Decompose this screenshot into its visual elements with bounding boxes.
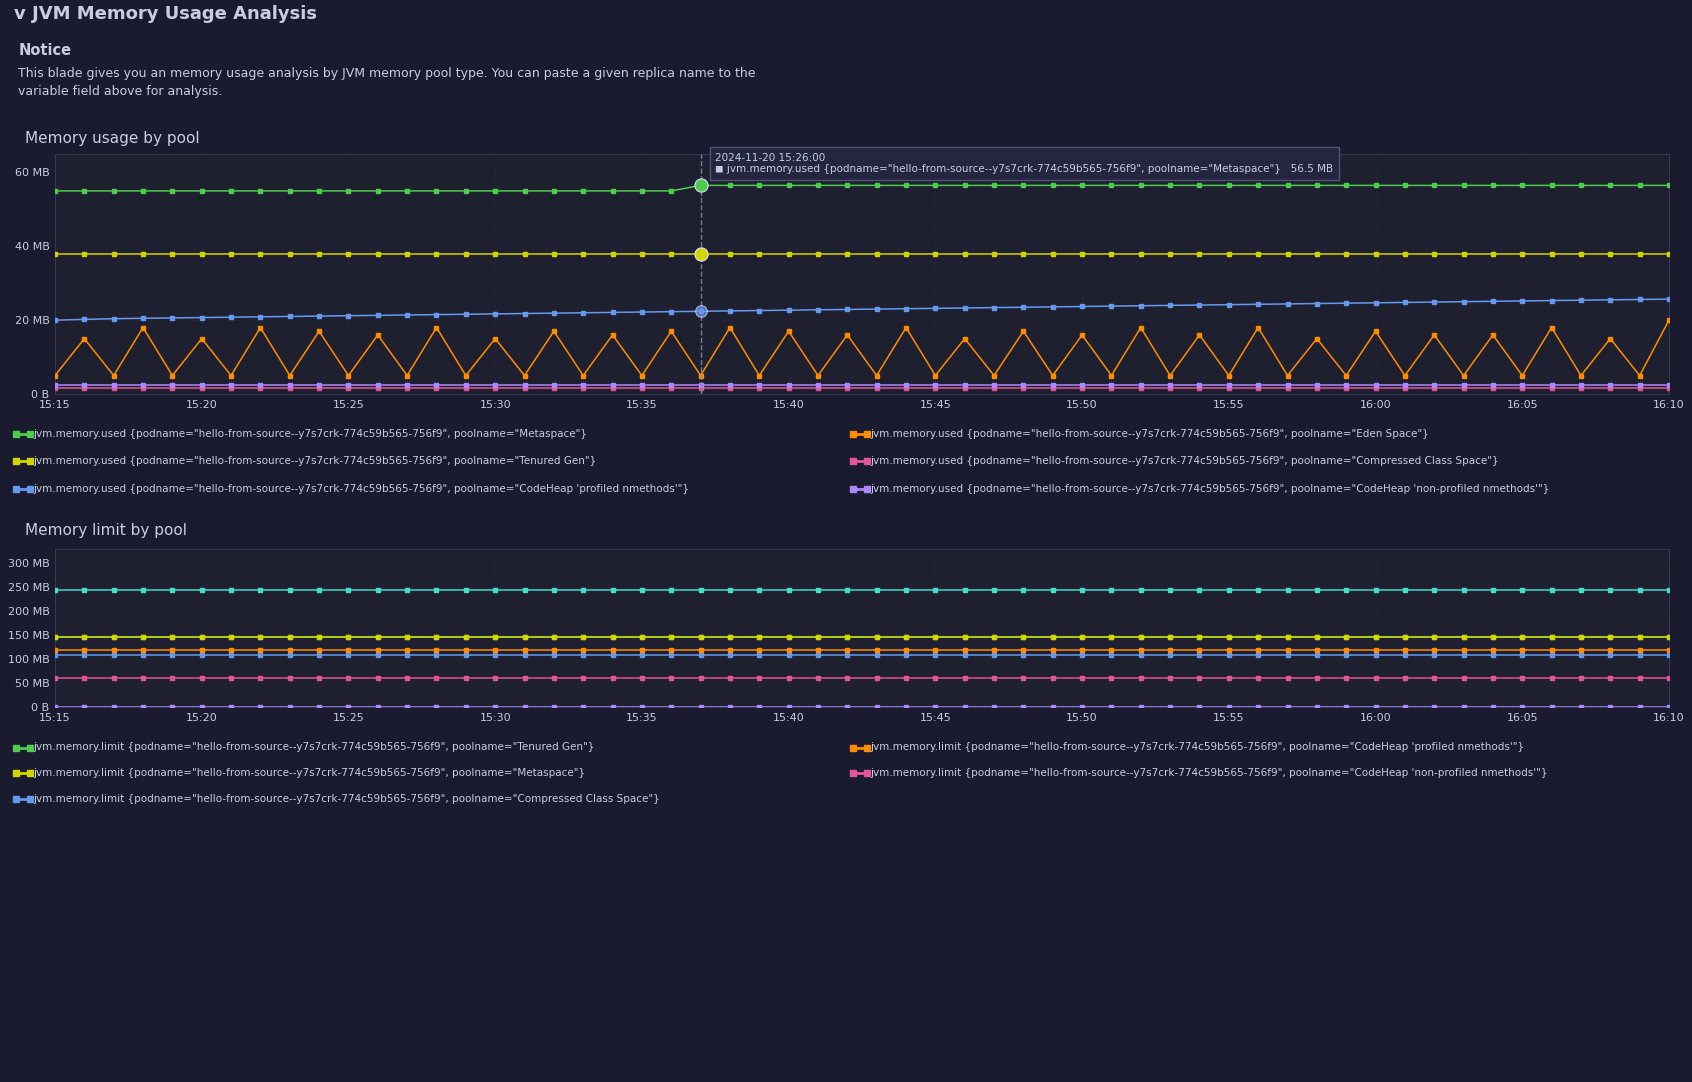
- Text: jvm.memory.used {podname="hello-from-source--y7s7crk-774c59b565-756f9", poolname: jvm.memory.used {podname="hello-from-sou…: [34, 484, 689, 493]
- Point: [687, 303, 714, 320]
- Text: jvm.memory.used {podname="hello-from-source--y7s7crk-774c59b565-756f9", poolname: jvm.memory.used {podname="hello-from-sou…: [34, 430, 587, 439]
- Text: jvm.memory.limit {podname="hello-from-source--y7s7crk-774c59b565-756f9", poolnam: jvm.memory.limit {podname="hello-from-so…: [870, 768, 1548, 778]
- Text: Memory limit by pool: Memory limit by pool: [25, 524, 186, 539]
- Text: Notice: Notice: [19, 43, 71, 57]
- Text: jvm.memory.used {podname="hello-from-source--y7s7crk-774c59b565-756f9", poolname: jvm.memory.used {podname="hello-from-sou…: [870, 430, 1428, 439]
- Text: 2024-11-20 15:26:00
◼ jvm.memory.used {podname="hello-from-source--y7s7crk-774c5: 2024-11-20 15:26:00 ◼ jvm.memory.used {p…: [716, 153, 1333, 174]
- Text: jvm.memory.limit {podname="hello-from-source--y7s7crk-774c59b565-756f9", poolnam: jvm.memory.limit {podname="hello-from-so…: [34, 793, 660, 804]
- Text: jvm.memory.limit {podname="hello-from-source--y7s7crk-774c59b565-756f9", poolnam: jvm.memory.limit {podname="hello-from-so…: [870, 742, 1524, 752]
- Point: [687, 245, 714, 262]
- Text: jvm.memory.used {podname="hello-from-source--y7s7crk-774c59b565-756f9", poolname: jvm.memory.used {podname="hello-from-sou…: [870, 457, 1499, 466]
- Text: jvm.memory.used {podname="hello-from-source--y7s7crk-774c59b565-756f9", poolname: jvm.memory.used {podname="hello-from-sou…: [34, 457, 596, 466]
- Text: This blade gives you an memory usage analysis by JVM memory pool type. You can p: This blade gives you an memory usage ana…: [19, 67, 756, 98]
- Text: jvm.memory.used {podname="hello-from-source--y7s7crk-774c59b565-756f9", poolname: jvm.memory.used {podname="hello-from-sou…: [870, 484, 1550, 493]
- Text: v JVM Memory Usage Analysis: v JVM Memory Usage Analysis: [14, 5, 316, 23]
- Text: Memory usage by pool: Memory usage by pool: [25, 131, 200, 146]
- Point: [687, 176, 714, 194]
- Text: jvm.memory.limit {podname="hello-from-source--y7s7crk-774c59b565-756f9", poolnam: jvm.memory.limit {podname="hello-from-so…: [34, 768, 585, 778]
- Text: jvm.memory.limit {podname="hello-from-source--y7s7crk-774c59b565-756f9", poolnam: jvm.memory.limit {podname="hello-from-so…: [34, 742, 594, 752]
